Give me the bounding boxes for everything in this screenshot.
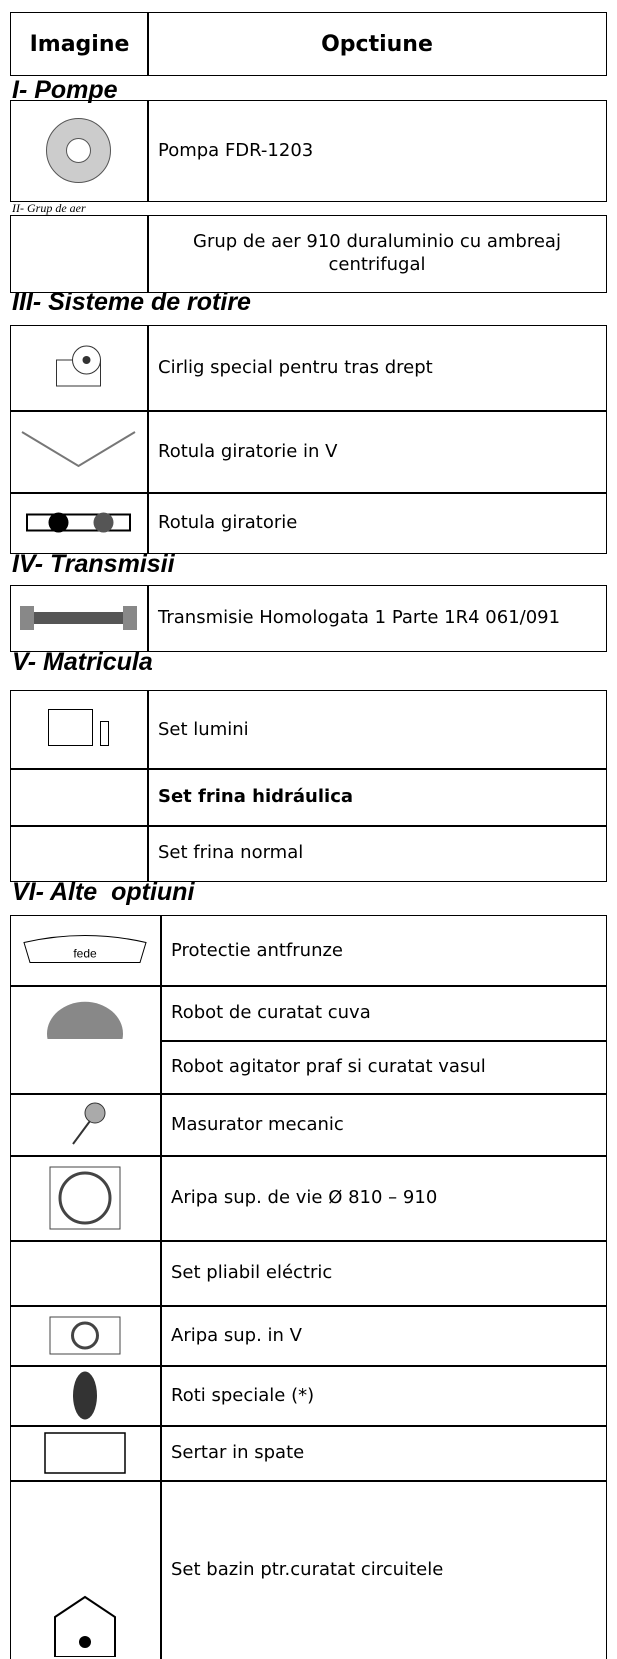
header-option: Opctiune (147, 12, 607, 76)
image-cell (10, 1155, 162, 1242)
option-text: Masurator mecanic (160, 1093, 607, 1157)
option-image (72, 1102, 106, 1145)
option-text: Set bazin ptr.curatat circuitele (160, 1480, 607, 1659)
option-image (54, 1595, 116, 1657)
option-text: Aripa sup. de vie Ø 810 – 910 (160, 1155, 607, 1242)
option-image (46, 118, 111, 183)
image-cell (10, 1305, 162, 1367)
image-cell (10, 768, 149, 827)
option-text: Protectie antfrunze (160, 915, 607, 987)
section-title: IV- Transmisii (12, 550, 175, 578)
option-image (21, 431, 136, 468)
image-cell (10, 215, 149, 293)
option-text: Rotula giratorie in V (147, 410, 607, 494)
option-text: Set pliabil eléctric (160, 1240, 607, 1307)
section-title: VI- Alte optiuni (12, 878, 195, 906)
image-cell (10, 100, 149, 202)
image-cell (10, 410, 149, 494)
section-title: II- Grup de aer (12, 201, 86, 215)
option-text: Robot agitator praf si curatat vasul (160, 1040, 607, 1095)
image-cell (10, 325, 149, 412)
section-title: V- Matricula (12, 648, 153, 676)
option-image (49, 1166, 121, 1230)
option-text: Grup de aer 910 duraluminio cu ambreaj c… (147, 215, 607, 293)
section-title: III- Sisteme de rotire (12, 288, 251, 316)
image-cell (10, 1425, 162, 1482)
svg-text:fede: fede (73, 947, 97, 961)
image-cell (10, 825, 149, 882)
image-cell (10, 1365, 162, 1427)
option-image (73, 1371, 97, 1420)
option-text: Roti speciale (*) (160, 1365, 607, 1427)
option-text: Set lumini (147, 690, 607, 770)
header-image: Imagine (10, 12, 149, 76)
option-text: Set frina hidráulica (147, 768, 607, 827)
image-cell (10, 1240, 162, 1307)
option-image (48, 709, 109, 746)
image-cell (10, 915, 162, 987)
option-image (44, 1432, 126, 1474)
option-image (47, 1001, 123, 1039)
option-image (26, 512, 131, 533)
option-text: Cirlig special pentru tras drept (147, 325, 607, 412)
image-cell (10, 492, 149, 554)
image-cell (10, 690, 149, 770)
option-image (56, 345, 101, 387)
option-text: Aripa sup. in V (160, 1305, 607, 1367)
option-image (49, 1316, 121, 1355)
section-title: I- Pompe (12, 76, 118, 104)
image-cell (10, 1093, 162, 1157)
image-cell (10, 985, 162, 1095)
option-image: fede (23, 935, 147, 963)
option-text: Rotula giratorie (147, 492, 607, 554)
option-text: Set frina normal (147, 825, 607, 882)
option-text: Sertar in spate (160, 1425, 607, 1482)
option-image (20, 606, 137, 630)
option-text: Transmisie Homologata 1 Parte 1R4 061/09… (147, 585, 607, 652)
image-cell (10, 585, 149, 652)
option-text: Robot de curatat cuva (160, 985, 607, 1042)
option-text: Pompa FDR-1203 (147, 100, 607, 202)
